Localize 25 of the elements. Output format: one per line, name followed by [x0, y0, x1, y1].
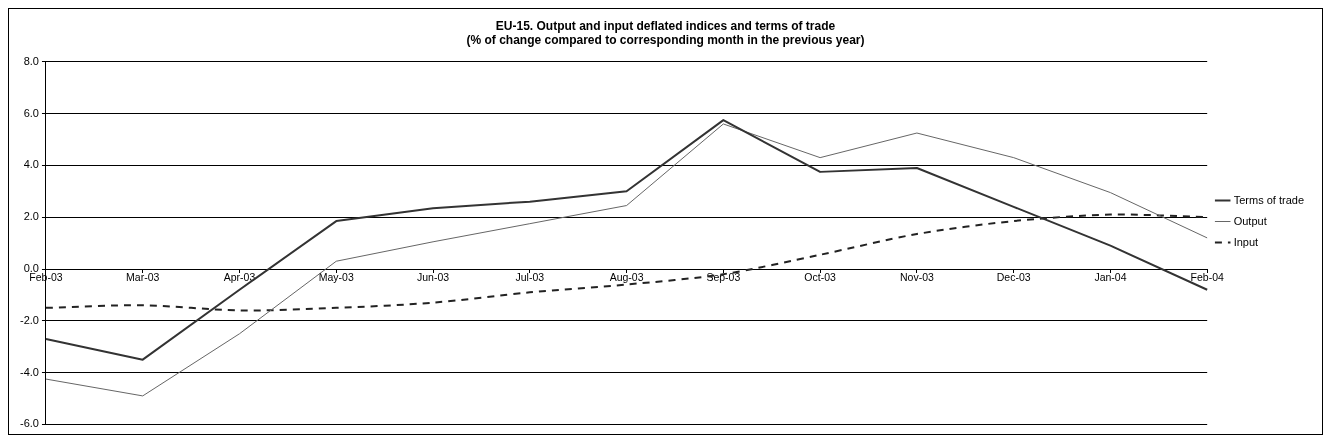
y-tick-label: 2.0: [23, 210, 39, 223]
y-tick-label: -6.0: [19, 417, 39, 430]
chart-title: EU-15. Output and input deflated indices and terms of trade: [495, 18, 836, 33]
x-tick-label: May-03: [318, 271, 354, 284]
y-tick-label: 0.0: [23, 262, 39, 275]
y-tick-label: 6.0: [23, 106, 39, 119]
chart-subtitle: (% of change compared to corresponding month in the previous year): [466, 32, 865, 47]
y-tick-label: 4.0: [23, 158, 39, 171]
y-tick-label: 8.0: [23, 54, 39, 67]
x-tick-label: Nov-03: [899, 271, 934, 284]
legend-label: Terms of trade: [1233, 193, 1305, 206]
x-tick-label: Apr-03: [223, 271, 256, 284]
x-tick-label: Aug-03: [609, 271, 644, 284]
x-tick-label: Jul-03: [515, 271, 545, 284]
legend-label: Output: [1233, 214, 1267, 227]
x-tick-label: Jan-04: [1094, 271, 1127, 284]
y-tick-label: -4.0: [19, 365, 39, 378]
x-tick-label: Sep-03: [706, 271, 741, 284]
x-tick-label: Mar-03: [126, 271, 160, 284]
legend-label: Input: [1233, 235, 1259, 248]
x-tick-label: Oct-03: [804, 271, 837, 284]
x-tick-label: Feb-04: [1190, 271, 1224, 284]
x-tick-label: Dec-03: [996, 271, 1031, 284]
y-tick-label: -2.0: [19, 313, 39, 326]
x-tick-label: Jun-03: [416, 271, 450, 284]
